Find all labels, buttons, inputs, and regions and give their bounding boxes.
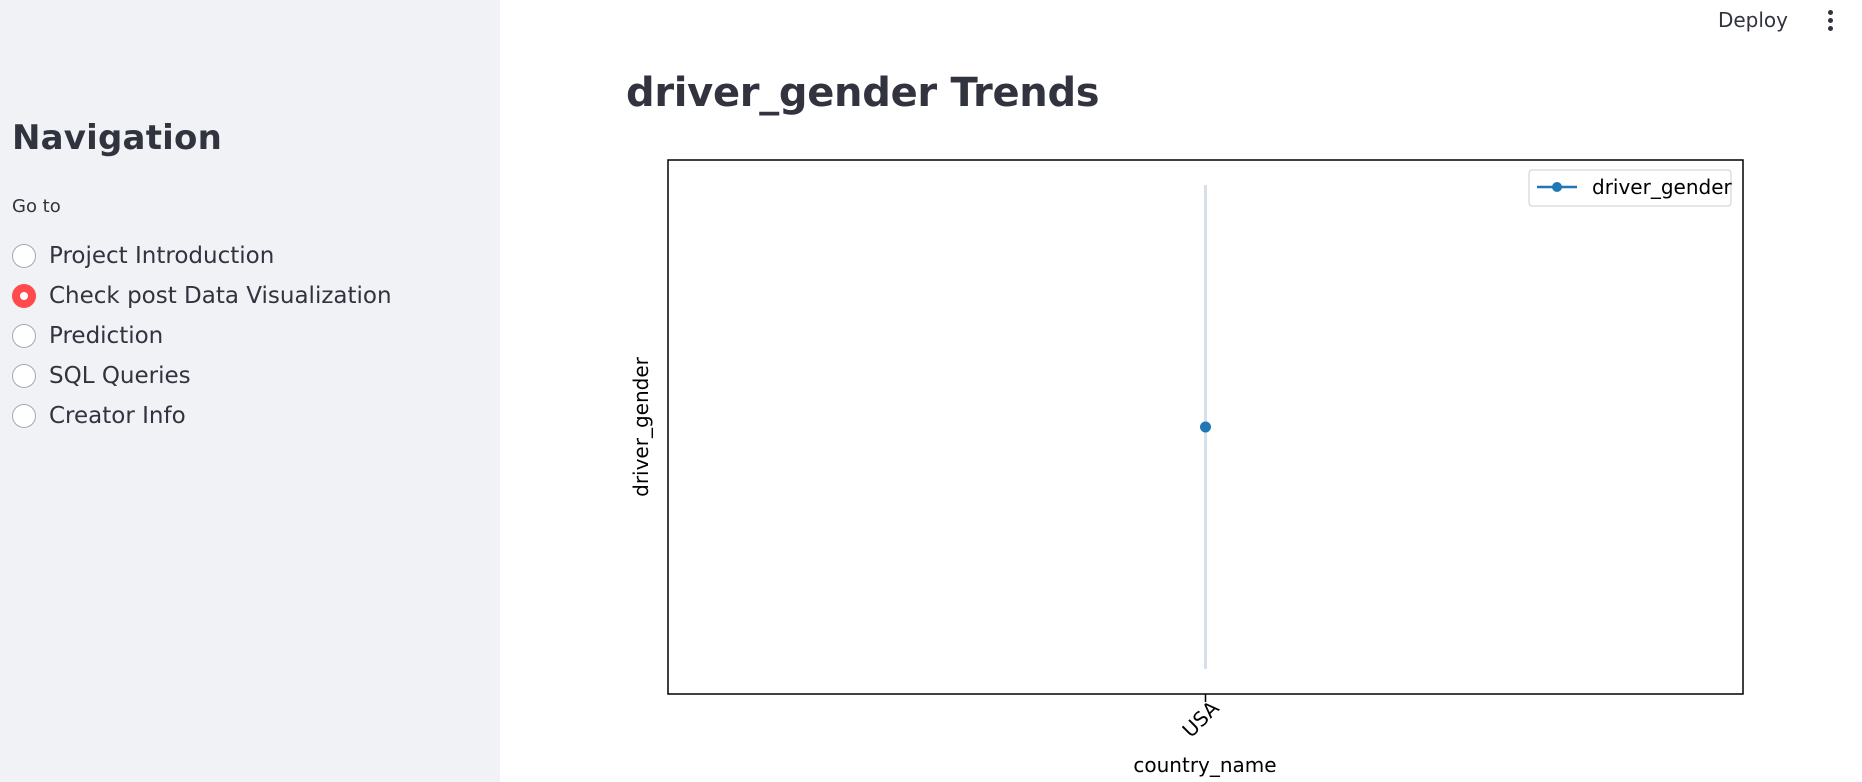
- radio-option-label: SQL Queries: [49, 363, 191, 389]
- radio-option-check-post-data-visualization[interactable]: Check post Data Visualization: [12, 276, 392, 316]
- radio-button-icon[interactable]: [12, 404, 36, 428]
- data-point: [1200, 421, 1211, 433]
- radio-button-icon[interactable]: [12, 324, 36, 348]
- navigation-radio-group: Project Introduction Check post Data Vis…: [12, 236, 392, 436]
- radio-option-project-introduction[interactable]: Project Introduction: [12, 236, 392, 276]
- legend-entry: driver_gender: [1592, 175, 1733, 199]
- app-header: Deploy: [1710, 0, 1862, 40]
- legend-marker-swatch: [1552, 182, 1562, 192]
- radio-option-label: Creator Info: [49, 403, 186, 429]
- legend-box: [1528, 169, 1732, 207]
- radio-option-label: Prediction: [49, 323, 164, 349]
- trend-chart: driver_gender country_name driver_gender…: [620, 150, 1760, 782]
- menu-dot: [1827, 9, 1833, 15]
- sidebar-title: Navigation: [12, 118, 222, 158]
- kebab-menu-icon[interactable]: [1820, 5, 1840, 35]
- chart-legend: driver_gender: [1528, 169, 1733, 207]
- deploy-button[interactable]: Deploy: [1710, 8, 1796, 32]
- page-title: driver_gender Trends: [626, 70, 1100, 116]
- sidebar: Navigation Go to Project Introduction Ch…: [0, 0, 500, 782]
- radio-option-prediction[interactable]: Prediction: [12, 316, 392, 356]
- y-axis-label: driver_gender: [629, 356, 653, 497]
- menu-dot: [1827, 25, 1833, 31]
- radio-option-label: Project Introduction: [49, 243, 275, 269]
- radio-group-label: Go to: [12, 196, 61, 217]
- radio-option-sql-queries[interactable]: SQL Queries: [12, 356, 392, 396]
- radio-option-label: Check post Data Visualization: [49, 283, 392, 309]
- radio-button-icon[interactable]: [12, 364, 36, 388]
- menu-dot: [1827, 17, 1833, 23]
- x-tick-label: USA: [1177, 696, 1223, 742]
- chart-svg: driver_gender country_name driver_gender…: [629, 159, 1744, 777]
- radio-button-checked-icon[interactable]: [12, 284, 36, 308]
- radio-button-icon[interactable]: [12, 244, 36, 268]
- radio-option-creator-info[interactable]: Creator Info: [12, 396, 392, 436]
- x-axis-label: country_name: [1133, 753, 1276, 777]
- chart-marks: [1200, 185, 1211, 669]
